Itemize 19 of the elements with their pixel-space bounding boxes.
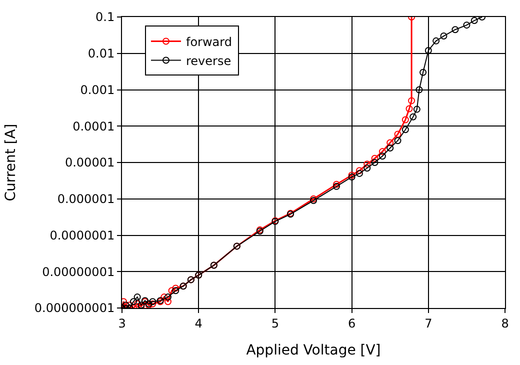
y-tick-label: 0.0001 <box>72 119 115 134</box>
legend-label: forward <box>186 34 232 49</box>
x-tick-label: 6 <box>348 316 356 330</box>
y-tick-label: 0.1 <box>96 10 115 24</box>
legend-label: reverse <box>186 54 232 68</box>
x-tick-label: 8 <box>501 316 509 330</box>
x-tick-label: 5 <box>271 316 280 330</box>
y-tick-label: 0.0000001 <box>50 228 115 242</box>
x-tick-label: 4 <box>194 316 202 330</box>
y-tick-label: 0.00001 <box>64 156 115 170</box>
x-axis-title: Applied Voltage [V] <box>246 342 381 359</box>
y-tick-label: 0.000000001 <box>34 301 115 316</box>
y-axis-title: Current [A] <box>3 124 20 202</box>
y-tick-label: 0.01 <box>88 46 115 61</box>
y-tick-label: 0.001 <box>80 82 115 97</box>
x-tick-label: 3 <box>118 316 126 330</box>
y-tick-label: 0.000001 <box>57 192 115 206</box>
x-tick-label: 7 <box>424 316 432 330</box>
y-tick-label: 0.00000001 <box>42 264 115 279</box>
